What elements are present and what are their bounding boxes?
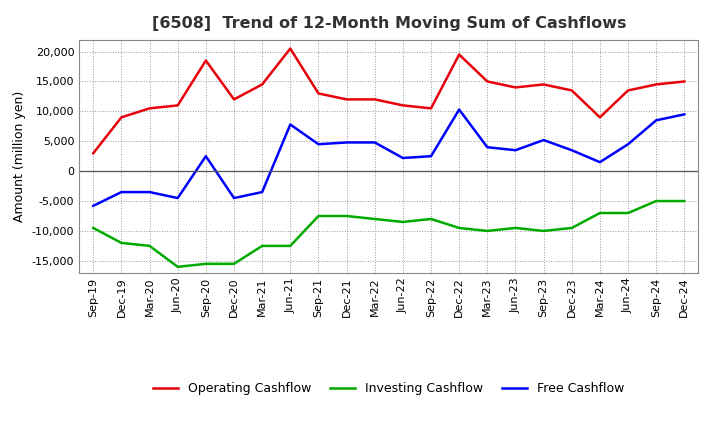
Y-axis label: Amount (million yen): Amount (million yen)	[13, 91, 27, 222]
Free Cashflow	[399, 155, 408, 161]
Free Cashflow	[314, 142, 323, 147]
Title: [6508]  Trend of 12-Month Moving Sum of Cashflows: [6508] Trend of 12-Month Moving Sum of C…	[151, 16, 626, 32]
Free Cashflow	[174, 195, 182, 201]
Investing Cashflow	[680, 198, 688, 204]
Operating Cashflow	[230, 97, 238, 102]
Free Cashflow	[539, 137, 548, 143]
Investing Cashflow	[117, 240, 126, 246]
Free Cashflow	[455, 107, 464, 112]
Operating Cashflow	[511, 85, 520, 90]
Operating Cashflow	[624, 88, 632, 93]
Investing Cashflow	[202, 261, 210, 267]
Free Cashflow	[567, 147, 576, 153]
Investing Cashflow	[483, 228, 492, 234]
Free Cashflow	[370, 140, 379, 145]
Operating Cashflow	[117, 115, 126, 120]
Investing Cashflow	[174, 264, 182, 269]
Operating Cashflow	[258, 82, 266, 87]
Operating Cashflow	[314, 91, 323, 96]
Investing Cashflow	[286, 243, 294, 249]
Operating Cashflow	[145, 106, 154, 111]
Investing Cashflow	[539, 228, 548, 234]
Free Cashflow	[680, 112, 688, 117]
Legend: Operating Cashflow, Investing Cashflow, Free Cashflow: Operating Cashflow, Investing Cashflow, …	[148, 377, 629, 400]
Operating Cashflow	[567, 88, 576, 93]
Investing Cashflow	[145, 243, 154, 249]
Operating Cashflow	[652, 82, 660, 87]
Operating Cashflow	[174, 103, 182, 108]
Investing Cashflow	[314, 213, 323, 219]
Line: Investing Cashflow: Investing Cashflow	[94, 201, 684, 267]
Operating Cashflow	[89, 150, 98, 156]
Investing Cashflow	[258, 243, 266, 249]
Operating Cashflow	[370, 97, 379, 102]
Investing Cashflow	[595, 210, 604, 216]
Free Cashflow	[595, 160, 604, 165]
Investing Cashflow	[511, 225, 520, 231]
Investing Cashflow	[230, 261, 238, 267]
Investing Cashflow	[455, 225, 464, 231]
Free Cashflow	[258, 190, 266, 195]
Operating Cashflow	[680, 79, 688, 84]
Operating Cashflow	[427, 106, 436, 111]
Investing Cashflow	[342, 213, 351, 219]
Operating Cashflow	[483, 79, 492, 84]
Operating Cashflow	[202, 58, 210, 63]
Line: Free Cashflow: Free Cashflow	[94, 110, 684, 206]
Free Cashflow	[624, 142, 632, 147]
Investing Cashflow	[624, 210, 632, 216]
Free Cashflow	[145, 190, 154, 195]
Free Cashflow	[427, 154, 436, 159]
Investing Cashflow	[399, 219, 408, 224]
Free Cashflow	[286, 122, 294, 127]
Free Cashflow	[652, 117, 660, 123]
Investing Cashflow	[89, 225, 98, 231]
Operating Cashflow	[399, 103, 408, 108]
Investing Cashflow	[652, 198, 660, 204]
Free Cashflow	[202, 154, 210, 159]
Free Cashflow	[117, 190, 126, 195]
Free Cashflow	[511, 147, 520, 153]
Operating Cashflow	[539, 82, 548, 87]
Free Cashflow	[342, 140, 351, 145]
Line: Operating Cashflow: Operating Cashflow	[94, 48, 684, 153]
Free Cashflow	[89, 203, 98, 209]
Operating Cashflow	[595, 115, 604, 120]
Investing Cashflow	[370, 216, 379, 222]
Operating Cashflow	[342, 97, 351, 102]
Free Cashflow	[483, 145, 492, 150]
Investing Cashflow	[567, 225, 576, 231]
Investing Cashflow	[427, 216, 436, 222]
Operating Cashflow	[455, 52, 464, 57]
Operating Cashflow	[286, 46, 294, 51]
Free Cashflow	[230, 195, 238, 201]
